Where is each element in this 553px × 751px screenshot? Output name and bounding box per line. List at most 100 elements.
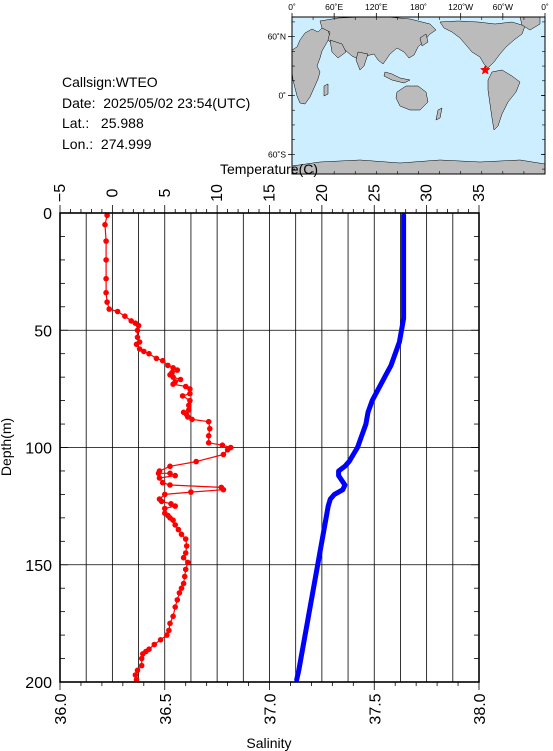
temperature-point xyxy=(128,318,134,324)
temperature-series xyxy=(102,212,234,683)
temperature-point xyxy=(182,536,189,542)
depth-tick-label: 0 xyxy=(43,206,52,223)
temperature-point xyxy=(170,517,176,523)
temperature-point xyxy=(174,597,181,603)
temperature-point xyxy=(153,355,160,362)
salinity-axis-label: Salinity xyxy=(246,735,291,751)
temperature-point xyxy=(167,482,173,488)
map-top-tick-label: 180˚ xyxy=(410,2,427,12)
temperature-point xyxy=(205,433,212,439)
temperature-point xyxy=(134,667,141,674)
salinity-tick-label: 38.0 xyxy=(472,693,489,724)
temperature-point xyxy=(172,503,178,509)
callsign-label: Callsign: xyxy=(62,74,116,90)
temperature-point xyxy=(164,632,170,638)
temperature-point xyxy=(106,306,112,312)
temperature-point xyxy=(188,489,194,495)
temperature-point xyxy=(170,381,176,388)
location-star xyxy=(479,64,491,75)
temperature-point xyxy=(138,655,145,662)
map-top-tick-label: 60˚E xyxy=(325,2,343,12)
temperature-point xyxy=(103,257,109,263)
temperature-point xyxy=(180,580,187,587)
temperature-point xyxy=(102,221,108,228)
temperature-point xyxy=(174,367,181,373)
temperature-point xyxy=(189,416,195,423)
temperature-point xyxy=(141,348,147,355)
land-south-america xyxy=(487,69,521,131)
temperature-point xyxy=(162,505,168,512)
temperature-point xyxy=(132,672,139,678)
map-top-tick-label: 0˚ xyxy=(541,2,549,12)
temperature-point xyxy=(138,662,145,669)
temperature-point xyxy=(185,559,191,566)
location-marker-icon xyxy=(479,64,491,75)
temperature-point xyxy=(187,390,193,397)
temperature-tick-label: −5 xyxy=(52,184,69,202)
temperature-point xyxy=(176,590,183,596)
temperature-point xyxy=(136,346,143,352)
temperature-point xyxy=(182,550,189,556)
land-africa-europe xyxy=(291,27,331,105)
temperature-point xyxy=(193,458,199,465)
temperature-point xyxy=(187,397,193,404)
temperature-tick-label: 25 xyxy=(366,184,383,202)
date-value: 2025/05/02 23:54(UTC) xyxy=(103,94,251,111)
temperature-point xyxy=(182,383,189,390)
temperature-axis-label: Temperature(C) xyxy=(220,161,318,177)
temperature-point xyxy=(165,362,171,369)
temperature-point xyxy=(158,498,165,505)
temperature-point xyxy=(122,313,128,320)
lat-row: Lat.: 25.988 xyxy=(62,113,250,134)
temperature-point xyxy=(159,479,166,486)
map-left-tick-label: 60˚S xyxy=(268,149,286,159)
temperature-point xyxy=(133,676,140,683)
salinity-tick-label: 36.0 xyxy=(53,693,70,724)
temperature-point xyxy=(170,613,176,620)
depth-tick-label: 100 xyxy=(25,441,52,458)
temperature-point xyxy=(187,386,193,392)
temperature-point xyxy=(170,374,176,380)
map-top-tick-label: 0˚ xyxy=(288,2,296,12)
map-top-tick-label: 120˚W xyxy=(448,2,473,12)
map-top-tick-label: 120˚E xyxy=(365,2,388,12)
temperature-point xyxy=(134,334,141,341)
temperature-point xyxy=(103,289,109,296)
map-left-tick-label: 0˚ xyxy=(278,91,286,101)
temperature-tick-label: 0 xyxy=(104,188,121,197)
temperature-point xyxy=(224,447,231,453)
temperature-point xyxy=(207,425,213,432)
float-info-panel: Callsign:WTEO Date: 2025/05/02 23:54(UTC… xyxy=(62,72,250,154)
depth-tick-labels: 0 50 100 150 200 xyxy=(25,206,52,692)
temperature-point xyxy=(179,393,186,399)
temperature-point xyxy=(135,322,142,329)
temperature-tick-label: 20 xyxy=(314,184,331,202)
temperature-point xyxy=(155,470,162,477)
temperature-point xyxy=(140,651,146,657)
temperature-point xyxy=(177,376,184,383)
temperature-point xyxy=(172,604,178,610)
temperature-point xyxy=(156,475,163,481)
lat-value: 25.988 xyxy=(100,115,144,131)
land-australia xyxy=(395,85,429,111)
salinity-tick-label: 36.5 xyxy=(158,693,175,724)
land-madagascar xyxy=(323,83,329,97)
temperature-tick-label: 5 xyxy=(157,188,174,197)
land-indonesia xyxy=(383,71,411,84)
lat-label: Lat.: xyxy=(62,115,90,131)
temperature-tick-label: 35 xyxy=(471,184,488,202)
temperature-point xyxy=(178,585,185,591)
temperature-tick-label: 10 xyxy=(209,184,226,202)
callsign-row: Callsign:WTEO xyxy=(62,72,250,93)
lon-value: 274.999 xyxy=(100,135,152,152)
temperature-point xyxy=(104,299,110,305)
depth-tick-label: 200 xyxy=(25,675,52,692)
temperature-point xyxy=(183,543,190,549)
temperature-point xyxy=(185,414,191,420)
salinity-series xyxy=(294,212,407,683)
temperature-point xyxy=(181,573,188,580)
temperature-point xyxy=(166,627,172,634)
temperature-point xyxy=(167,470,173,477)
land-india xyxy=(355,51,369,71)
salinity-line xyxy=(294,212,407,683)
